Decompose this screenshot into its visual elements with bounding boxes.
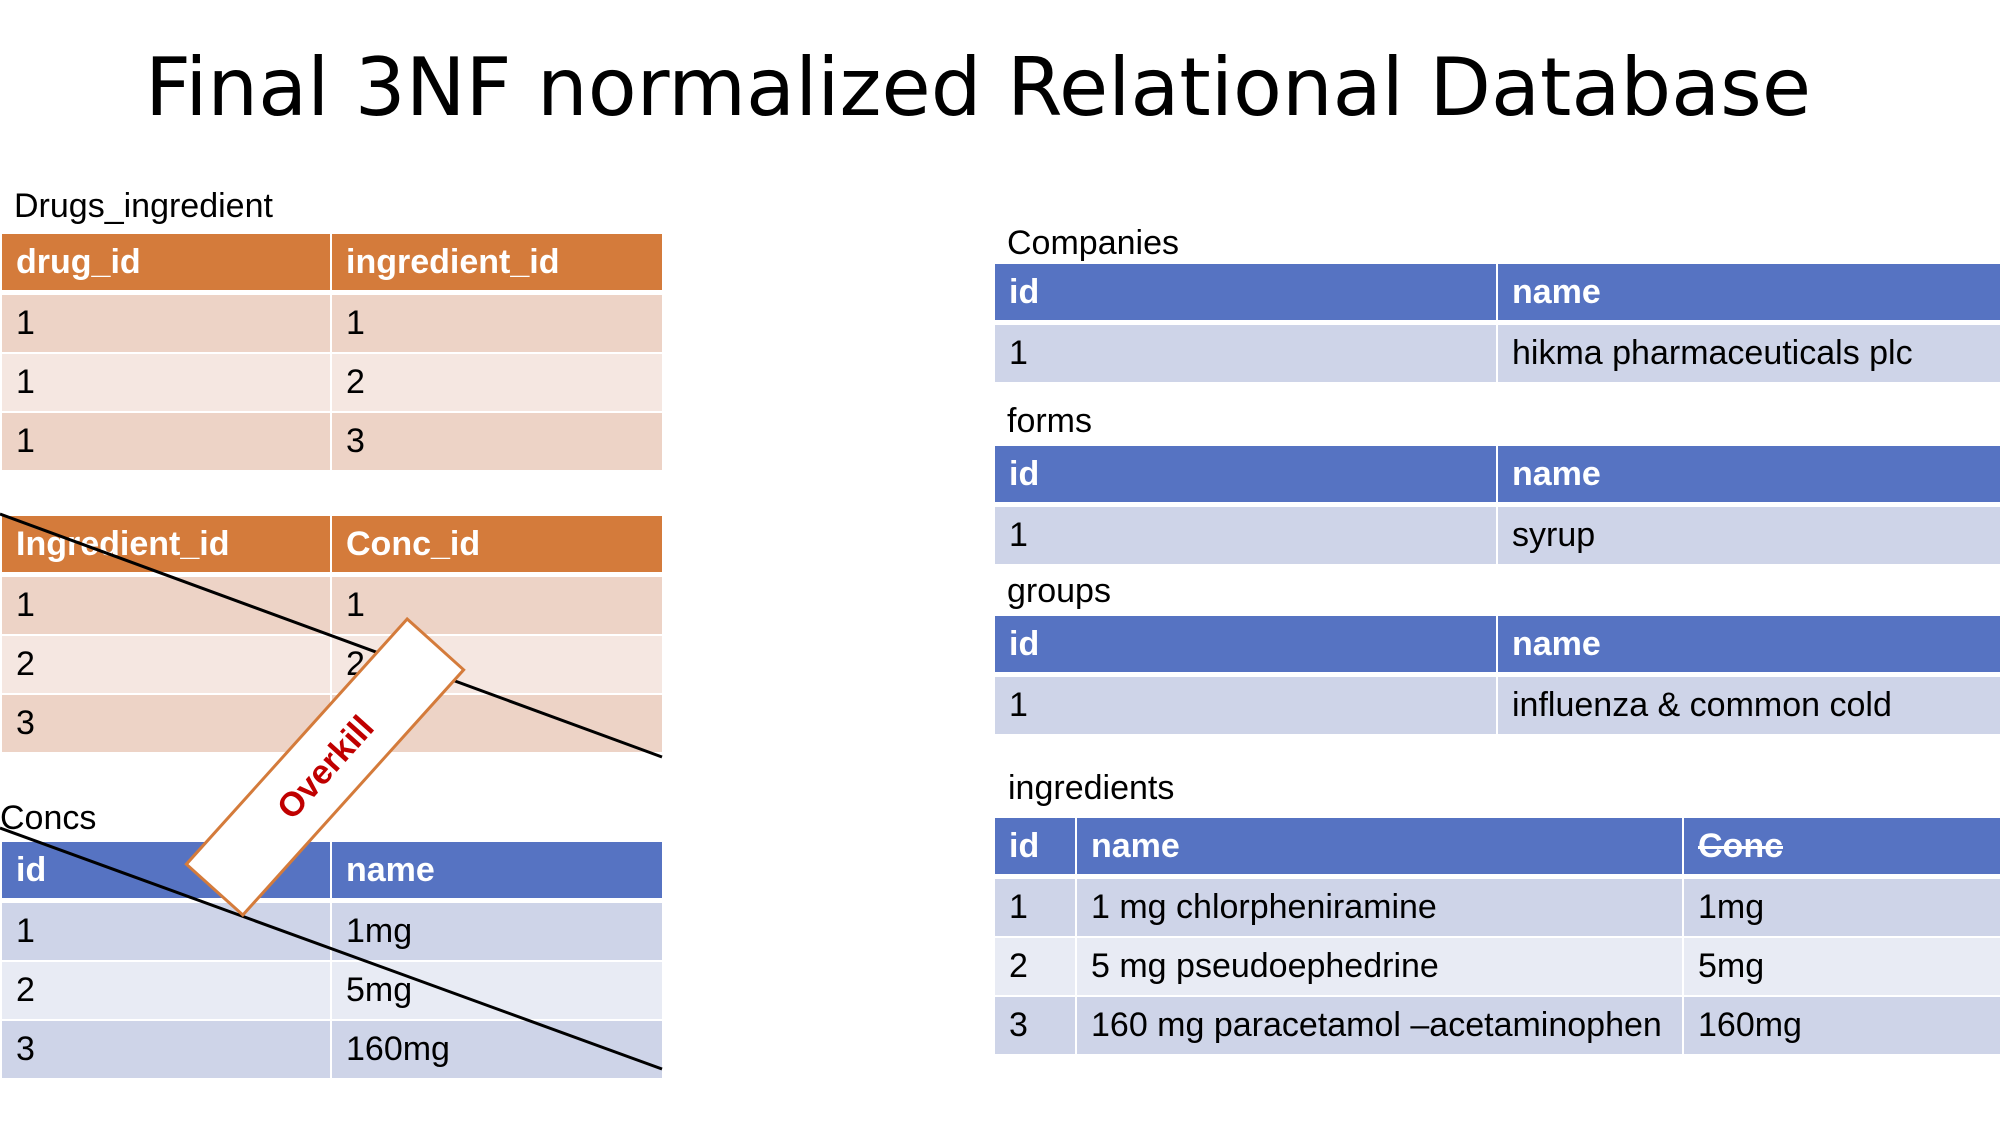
table-cell: 160mg <box>330 1019 664 1080</box>
companies-table: id name 1 hikma pharmaceuticals plc <box>993 262 2000 384</box>
table-row: 1 1 <box>0 291 664 354</box>
ingredient-conc-table: Ingredient_id Conc_id 1 1 2 2 3 <box>0 514 664 754</box>
table-cell <box>330 693 664 754</box>
column-header-struck: Conc <box>1682 816 2000 879</box>
ingredients-table: id name Conc 1 1 mg chlorpheniramine 1mg… <box>993 816 2000 1056</box>
table-header-row: id name Conc <box>993 816 2000 879</box>
concs-caption: Concs <box>0 799 97 837</box>
column-header: drug_id <box>0 232 332 295</box>
table-cell: 3 <box>330 411 664 472</box>
table-cell: hikma pharmaceuticals plc <box>1496 321 2000 384</box>
groups-table: id name 1 influenza & common cold <box>993 614 2000 736</box>
table-cell: 1 <box>0 411 332 472</box>
table-header-row: id name <box>993 444 2000 507</box>
table-cell: 160mg <box>1682 995 2000 1056</box>
table-row: 2 5mg <box>0 960 664 1021</box>
table-cell: 1 <box>0 899 332 962</box>
table-cell: 1 <box>993 875 1077 938</box>
table-row: 1 1 mg chlorpheniramine 1mg <box>993 875 2000 938</box>
table-cell: 2 <box>330 634 664 695</box>
table-row: 2 2 <box>0 634 664 695</box>
column-header: name <box>1075 816 1684 879</box>
table-cell: 1 <box>993 503 1498 566</box>
companies-caption: Companies <box>1007 224 1179 262</box>
table-cell: 1 <box>330 573 664 636</box>
table-cell: 1 <box>993 673 1498 736</box>
column-header: Conc_id <box>330 514 664 577</box>
table-cell: 1 <box>330 291 664 354</box>
table-cell: 2 <box>993 936 1077 997</box>
column-header: name <box>1496 262 2000 325</box>
column-header: id <box>993 614 1498 677</box>
table-row: 3 <box>0 693 664 754</box>
table-cell: 1 <box>993 321 1498 384</box>
ingredients-caption: ingredients <box>1008 769 1175 807</box>
groups-caption: groups <box>1007 572 1111 610</box>
table-cell: influenza & common cold <box>1496 673 2000 736</box>
table-row: 1 influenza & common cold <box>993 673 2000 736</box>
table-cell: 1mg <box>1682 875 2000 938</box>
column-header: id <box>993 262 1498 325</box>
table-row: 3 160mg <box>0 1019 664 1080</box>
table-cell: 5 mg pseudoephedrine <box>1075 936 1684 997</box>
table-row: 1 3 <box>0 411 664 472</box>
table-cell: 3 <box>0 1019 332 1080</box>
table-cell: 2 <box>0 634 332 695</box>
table-cell: 160 mg paracetamol –acetaminophen <box>1075 995 1684 1056</box>
table-row: 2 5 mg pseudoephedrine 5mg <box>993 936 2000 997</box>
column-header: ingredient_id <box>330 232 664 295</box>
table-cell: 3 <box>0 693 332 754</box>
table-cell: 5mg <box>1682 936 2000 997</box>
slide-title: Final 3NF normalized Relational Database <box>145 41 1812 134</box>
table-row: 1 1 <box>0 573 664 636</box>
drugs-ingredient-table: drug_id ingredient_id 1 1 1 2 1 3 <box>0 232 664 472</box>
column-header: name <box>330 840 664 903</box>
table-row: 1 2 <box>0 352 664 413</box>
table-cell: syrup <box>1496 503 2000 566</box>
table-cell: 1 <box>0 291 332 354</box>
table-cell: 3 <box>993 995 1077 1056</box>
column-header: name <box>1496 444 2000 507</box>
table-header-row: id name <box>993 262 2000 325</box>
table-cell: 5mg <box>330 960 664 1021</box>
table-cell: 1 <box>0 573 332 636</box>
table-row: 1 syrup <box>993 503 2000 566</box>
concs-table: id name 1 1mg 2 5mg 3 160mg <box>0 840 664 1080</box>
column-header: name <box>1496 614 2000 677</box>
forms-caption: forms <box>1007 402 1092 440</box>
forms-table: id name 1 syrup <box>993 444 2000 566</box>
column-header: id <box>0 840 332 903</box>
column-header: id <box>993 816 1077 879</box>
table-header-row: Ingredient_id Conc_id <box>0 514 664 577</box>
table-header-row: id name <box>0 840 664 903</box>
table-row: 1 hikma pharmaceuticals plc <box>993 321 2000 384</box>
table-cell: 2 <box>0 960 332 1021</box>
table-cell: 2 <box>330 352 664 413</box>
table-cell: 1 mg chlorpheniramine <box>1075 875 1684 938</box>
table-row: 1 1mg <box>0 899 664 962</box>
table-header-row: id name <box>993 614 2000 677</box>
table-header-row: drug_id ingredient_id <box>0 232 664 295</box>
table-row: 3 160 mg paracetamol –acetaminophen 160m… <box>993 995 2000 1056</box>
column-header: Ingredient_id <box>0 514 332 577</box>
table-cell: 1 <box>0 352 332 413</box>
drugs-ingredient-caption: Drugs_ingredient <box>14 187 273 225</box>
table-cell: 1mg <box>330 899 664 962</box>
column-header: id <box>993 444 1498 507</box>
